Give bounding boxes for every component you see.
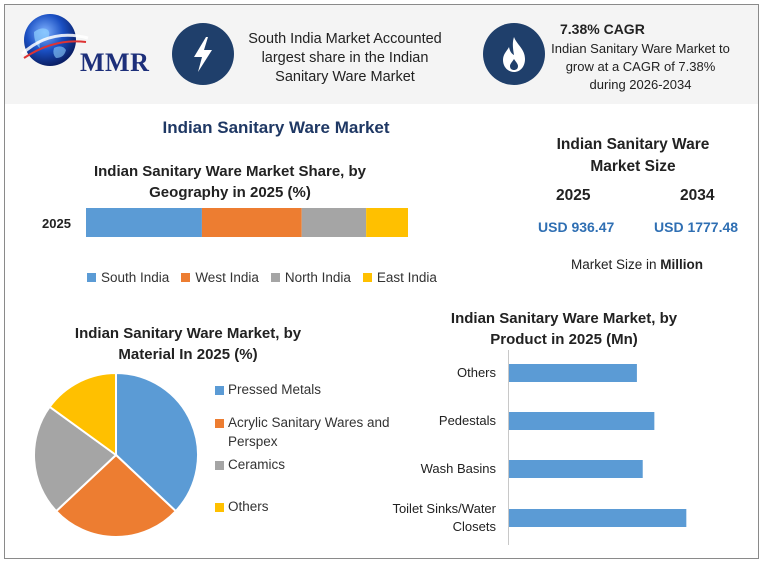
infographic-frame	[4, 4, 759, 559]
material-chart-title: Indian Sanitary Ware Market, by Material…	[74, 325, 302, 363]
material-legend-item: Pressed Metals	[215, 380, 405, 399]
market-size-year-end: 2034	[680, 187, 715, 204]
pie-slice-ceramics	[33, 405, 118, 513]
geography-legend-item: South India	[87, 270, 169, 285]
market-size-title: Indian Sanitary Ware Market Size	[556, 136, 710, 175]
material-legend-item: Acrylic Sanitary Wares and Perspex	[215, 413, 405, 451]
geography-legend-item: West India	[181, 270, 259, 285]
legend-swatch	[87, 273, 96, 282]
pie-slice-pressed-metals	[115, 371, 199, 513]
geography-segment-north-india	[301, 208, 367, 237]
main-title: Indian Sanitary Ware Market	[162, 118, 390, 137]
brand-name: MMR	[80, 48, 150, 77]
market-size-value-end: USD 1777.48	[654, 219, 739, 235]
geography-segment-east-india	[366, 208, 408, 237]
product-category-label: Pedestals	[438, 413, 496, 428]
pie-slice-acrylic-sanitary-wares-and-perspex	[54, 453, 178, 538]
market-size-year-start: 2025	[556, 187, 591, 204]
legend-swatch	[215, 386, 224, 395]
product-bar-wash-basins	[509, 460, 643, 478]
legend-swatch	[362, 273, 372, 282]
product-category-label: Others	[456, 365, 496, 380]
product-bar-others	[509, 364, 637, 382]
lightning-bolt-icon	[172, 23, 234, 85]
legend-label: North India	[284, 270, 351, 285]
product-bar-pedestals	[509, 412, 655, 430]
geography-stacked-bar	[86, 208, 408, 237]
pie-slice-others	[48, 371, 117, 457]
legend-label: Acrylic Sanitary Wares and Perspex	[228, 415, 390, 449]
market-size-unit: Market Size in Million	[552, 257, 722, 272]
product-bar-toilet-sinks-water-closets	[509, 509, 687, 527]
material-pie-chart	[33, 371, 199, 538]
market-size-unit-prefix: Market Size in	[570, 257, 657, 272]
product-category-label: Toilet Sinks/Water Closets	[392, 501, 496, 534]
material-legend-item: Ceramics	[215, 455, 405, 474]
legend-swatch	[215, 419, 224, 428]
geography-legend-item: North India	[270, 270, 351, 285]
market-size-unit-value: Million	[660, 257, 704, 272]
material-legend-item: Others	[215, 497, 405, 516]
header-band	[5, 5, 758, 104]
product-category-label: Wash Basins	[420, 461, 496, 476]
geography-chart-title: Indian Sanitary Ware Market Share, by Ge…	[93, 163, 367, 201]
material-legend: Pressed Metals Acrylic Sanitary Wares and…	[215, 380, 405, 516]
legend-label: Ceramics	[228, 457, 286, 472]
geography-segment-west-india	[201, 208, 302, 237]
legend-swatch	[181, 273, 191, 282]
info-south-india: South India Market Accounted largest sha…	[248, 31, 442, 85]
product-chart-title: Indian Sanitary Ware Market, by Product …	[450, 310, 678, 348]
flame-icon	[483, 23, 545, 85]
geography-year-label: 2025	[42, 216, 71, 231]
geography-legend-item: East India	[362, 270, 437, 285]
legend-label: East India	[376, 270, 437, 285]
cagr-title: 7.38% CAGR	[560, 21, 645, 37]
legend-swatch	[270, 273, 280, 282]
legend-label: Others	[228, 499, 269, 514]
legend-label: West India	[195, 270, 259, 285]
globe-icon	[20, 14, 89, 66]
market-size-value-start: USD 936.47	[538, 219, 615, 235]
geography-segment-south-india	[86, 208, 202, 237]
brand-logo: MMR	[18, 10, 158, 77]
product-bar-chart	[508, 350, 687, 545]
geography-legend: South India West India North India East Ind…	[87, 270, 449, 285]
legend-swatch	[215, 461, 224, 470]
legend-swatch	[215, 503, 224, 512]
cagr-text: Indian Sanitary Ware Market to grow at a…	[551, 41, 730, 92]
legend-label: Pressed Metals	[228, 382, 322, 397]
legend-label: South India	[101, 270, 170, 285]
